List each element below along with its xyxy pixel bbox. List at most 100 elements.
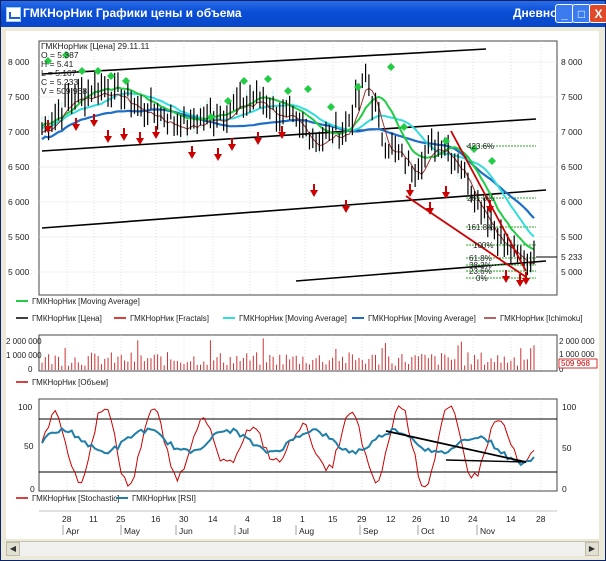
price-tick-label: 5 500 [8,232,30,242]
price-legend: ГМКНорНик [Moving Average] ГМКНорНик [Це… [16,297,583,323]
rsi-trend-line [385,430,527,463]
x-day-label: 14 [208,514,218,524]
fractal-down-marker [516,280,524,287]
x-day-label: 25 [116,514,126,524]
fractal-down-marker [406,190,414,197]
chart-app-icon [6,7,21,22]
fractal-up-marker [107,72,115,80]
x-month-label: Jun [179,526,193,536]
fractal-down-marker [72,124,80,131]
x-day-label: 10 [440,514,450,524]
osc-tick-label: 100 [562,402,576,412]
scroll-right-arrow-icon[interactable]: ▶ [585,542,599,556]
fractal-up-marker [62,51,70,59]
legend-label: ГМКНорНик [RSI] [132,494,196,503]
scroll-left-arrow-icon[interactable]: ◀ [6,542,20,556]
legend-label: ГМКНорНик [Цена] [32,314,102,323]
price-y-axis-right: 8 000 7 500 7 000 6 500 6 000 5 500 5 00… [561,57,583,277]
x-month-label: Oct [421,526,435,536]
price-tick-label: 8 000 [8,57,30,67]
fractal-down-marker [44,126,52,133]
window-title: ГМКНорНик Графики цены и объема [23,6,242,20]
osc-tick-label: 0 [562,484,567,494]
close-button[interactable]: X [589,4,606,23]
fractal-down-marker [442,192,450,199]
volume-panel[interactable] [38,334,558,372]
info-close: C = 5.233 [41,77,78,87]
stochastic-line [41,405,535,488]
x-month-label: May [124,526,141,536]
fractal-up-marker [78,67,86,75]
fractal-up-marker [304,85,312,93]
price-tick-label: 6 000 [561,197,583,207]
x-month-label: Nov [480,526,496,536]
last-volume-label: 509 968 [561,359,590,368]
fractal-up-marker [470,145,478,153]
fractal-down-marker [522,278,530,285]
moving-average-green-line [41,86,535,251]
price-tick-label: 5 500 [561,232,583,242]
x-day-label: 12 [386,514,396,524]
price-tick-label: 6 000 [8,197,30,207]
x-month-label: Sep [363,526,378,536]
legend-label: ГМКНорНик [Fractals] [130,314,209,323]
x-day-label: 15 [328,514,338,524]
timeframe-label[interactable]: Дневной [513,6,565,20]
last-price-label: 5 233 [561,252,583,262]
fractal-down-marker [310,190,318,197]
chart-area[interactable]: ГМКНорНик [Цена] 29.11.11 O = 5.387 H = … [6,31,599,539]
fib-level-label: 161.8% [467,223,494,232]
horizontal-scrollbar[interactable]: ◀ ▶ [6,541,599,556]
fractal-down-marker [104,136,112,143]
oscillator-panel[interactable] [38,398,558,492]
fractal-down-marker [136,138,144,145]
price-y-axis-left: 8 000 7 500 7 000 6 500 6 000 5 500 5 00… [8,57,30,277]
fractal-down-marker [502,276,510,283]
last-volume-box [558,358,598,369]
fractal-up-marker [327,103,335,111]
x-axis: 28 11 25 16 30 14 4 18 1 15 29 12 26 10 24 14 28 Apr May Ju… [62,514,546,536]
trend-channel-lower [41,189,547,229]
fractal-up-marker [122,77,130,85]
price-tick-label: 6 500 [561,162,583,172]
volume-tick-label: 1 000 000 [559,350,595,359]
down-trend-line [450,130,527,272]
info-high: H = 5.41 [41,59,74,69]
volume-tick-label: 0 [559,365,564,374]
oscillator-legend: ГМКНорНик [Stochastic] ГМКНорНик [RSI] [16,494,196,503]
price-tick-label: 6 500 [8,162,30,172]
price-tick-label: 8 000 [561,57,583,67]
volume-y-axis: 2 000 000 1 000 000 0 2 000 000 1 000 00… [6,337,595,374]
fib-level-label: 23.6% [469,267,492,276]
osc-tick-label: 0 [30,484,35,494]
fractal-up-marker [94,67,102,75]
osc-tick-label: 100 [18,402,32,412]
fib-level-label: 261.8% [467,194,494,203]
fractal-down-marker [120,134,128,141]
x-day-label: 24 [468,514,478,524]
rsi-line [41,426,535,467]
fractal-down-marker [188,152,196,159]
legend-label: ГМКНорНик [Moving Average] [239,314,347,323]
x-day-label: 29 [357,514,367,524]
trend-channel-upper [41,48,487,75]
price-tick-label: 7 500 [8,92,30,102]
info-volume: V = 509 968 [41,86,87,96]
legend-label: ГМКНорНик [Ichimoku] [500,314,583,323]
down-trend-line [405,195,527,278]
fractal-down-marker [228,144,236,151]
x-day-label: 16 [151,514,161,524]
fractal-up-marker [400,123,408,131]
x-month-label: Aug [299,526,314,536]
title-bar[interactable]: ГМКНорНик Графики цены и объема Дневной … [1,1,606,27]
info-open: O = 5.387 [41,50,79,60]
volume-tick-label: 2 000 000 [6,337,42,346]
x-day-label: 18 [272,514,282,524]
price-tick-label: 7 000 [561,127,583,137]
fractal-up-marker [488,157,496,165]
price-tick-label: 7 500 [561,92,583,102]
price-graphics [39,48,557,488]
fractal-down-marker [278,132,286,139]
fib-level-label: 38.2% [469,261,492,270]
legend-label: ГМКНорНик [Moving Average] [368,314,476,323]
